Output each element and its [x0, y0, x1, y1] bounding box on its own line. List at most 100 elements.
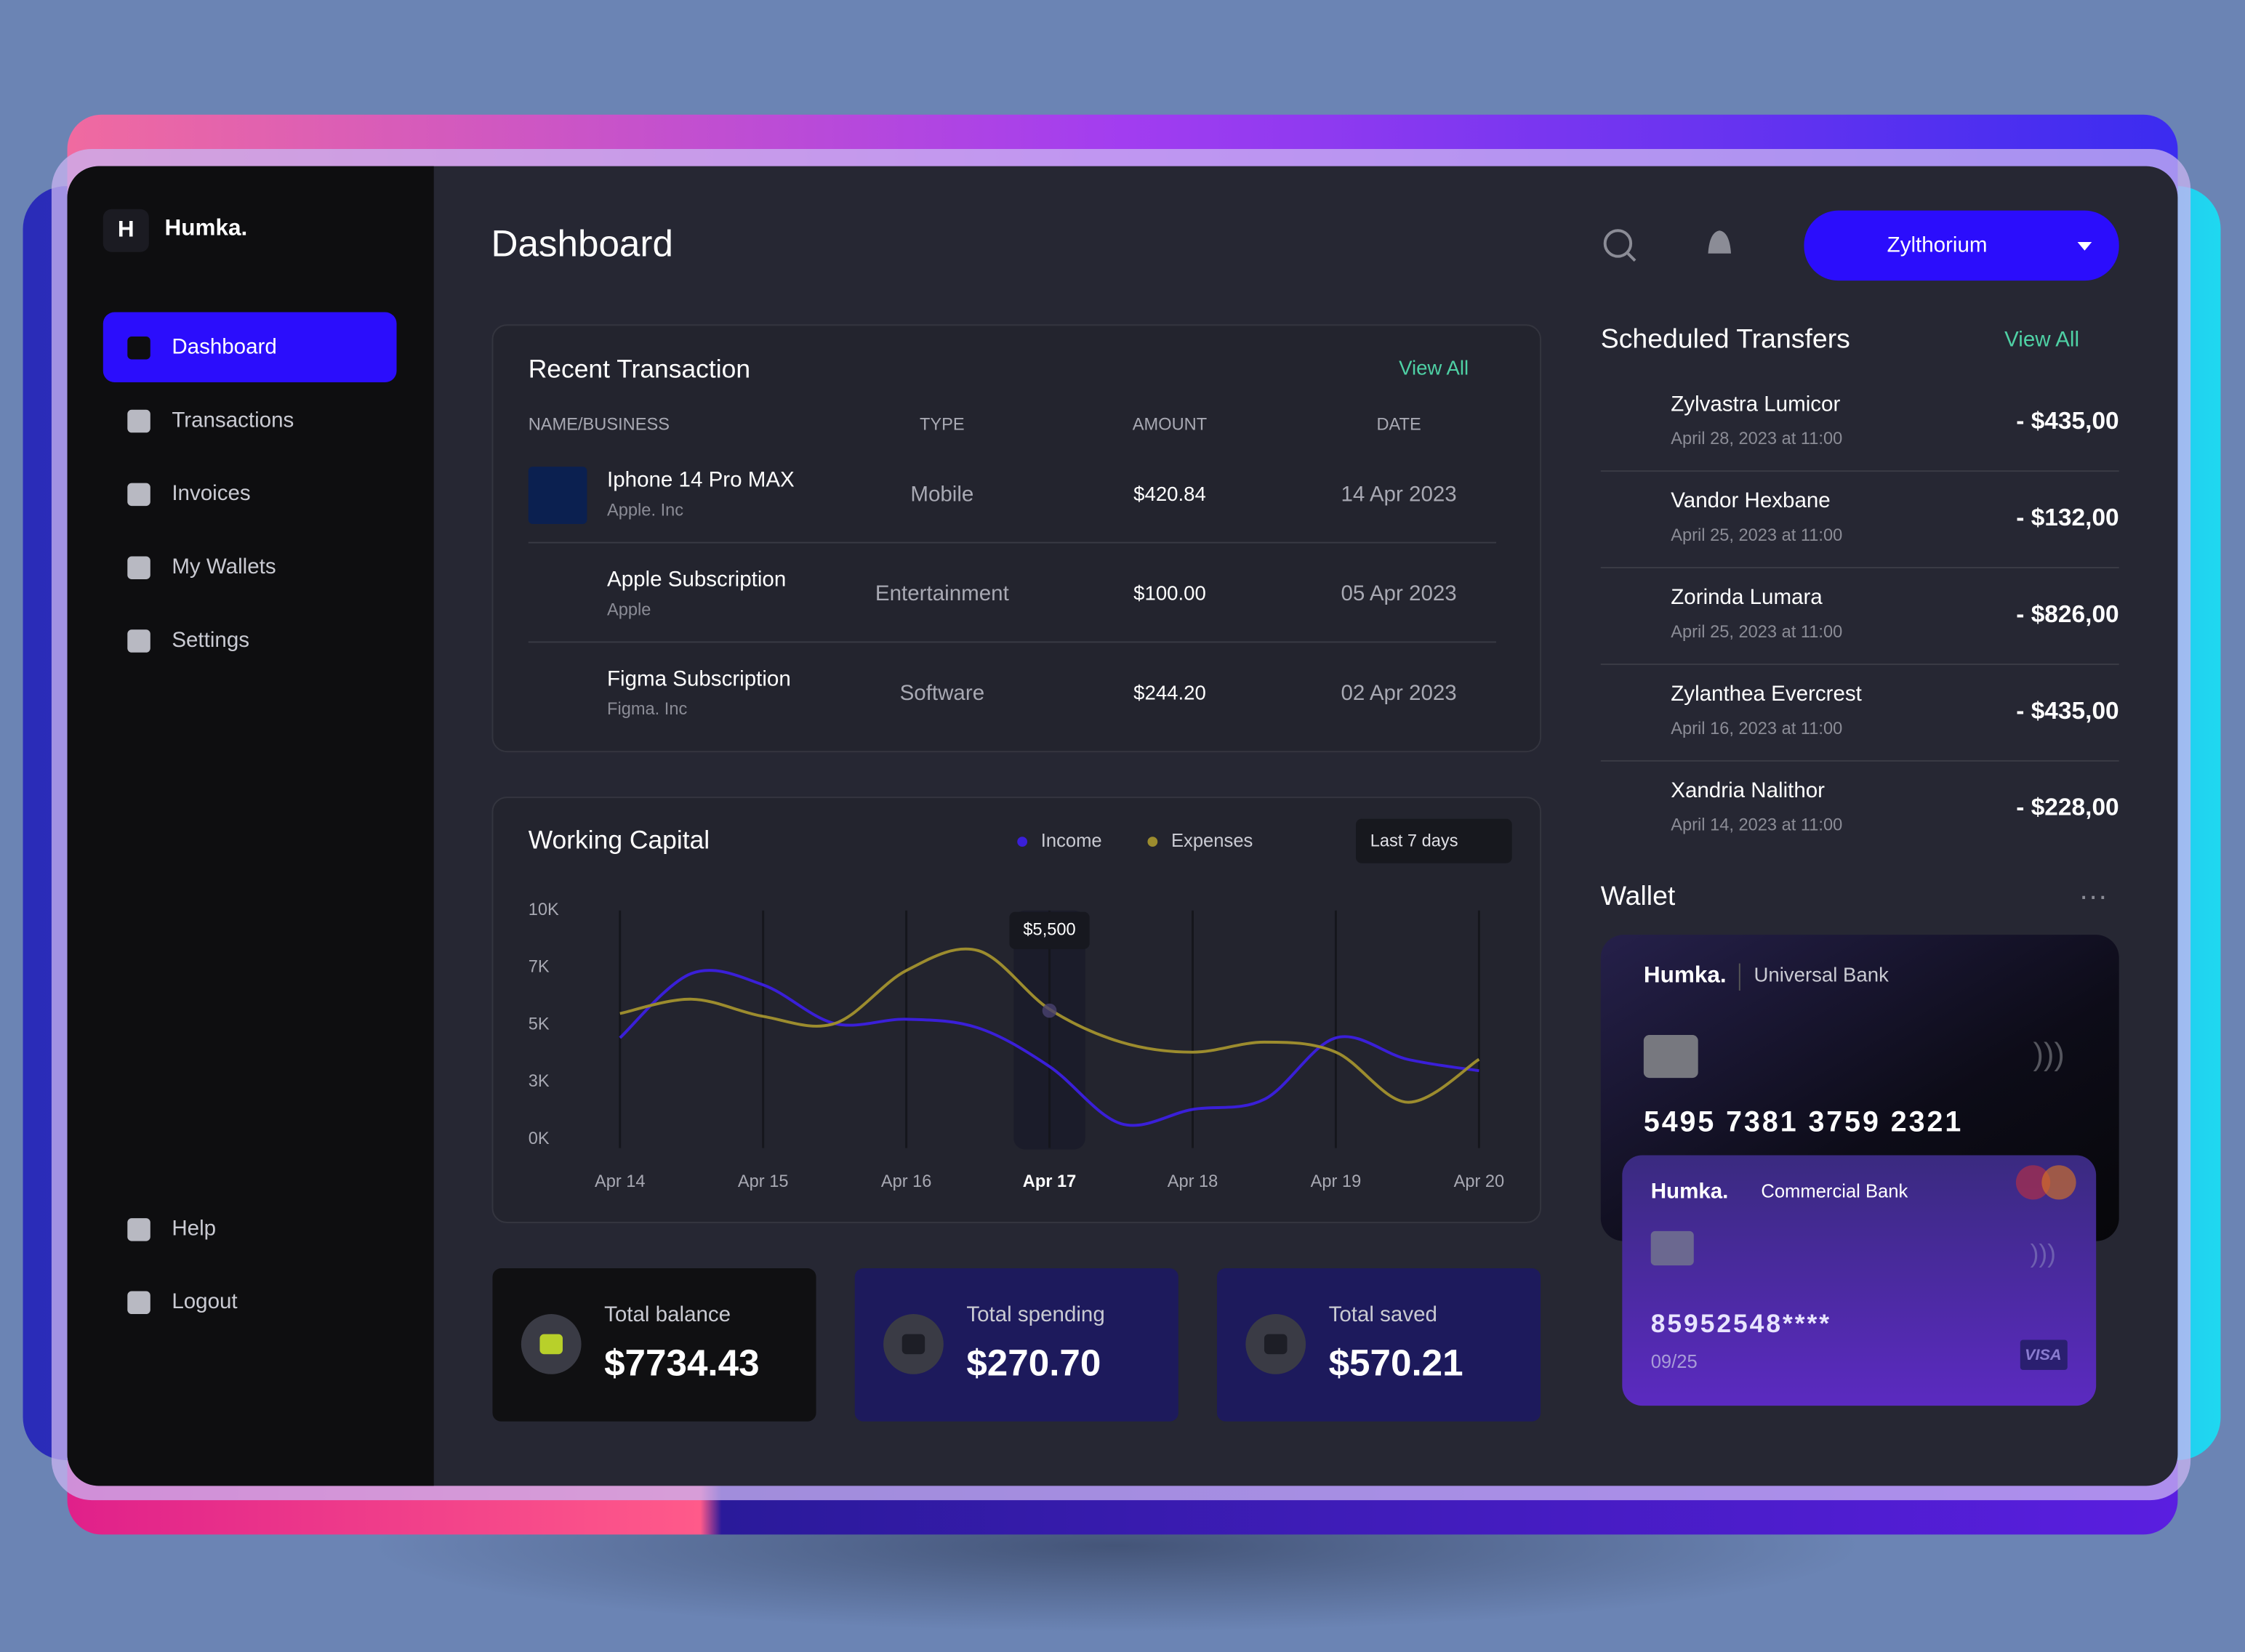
transaction-type: Software	[900, 681, 985, 705]
nav-item[interactable]: Dashboard	[172, 335, 276, 359]
sidebar	[67, 166, 434, 1486]
view-all-link[interactable]: View All	[2004, 328, 2079, 352]
nav-icon	[127, 336, 150, 360]
transaction-date: 14 Apr 2023	[1341, 482, 1456, 506]
x-tick-label: Apr 19	[1311, 1172, 1362, 1191]
transaction-amount: $244.20	[1133, 682, 1206, 704]
user-button[interactable]	[1804, 210, 2119, 281]
summary-value: $270.70	[966, 1342, 1101, 1383]
logo-letter: H	[118, 216, 134, 242]
transfer-name: Vandor Hexbane	[1671, 488, 1830, 512]
nav-icon	[127, 483, 150, 507]
transaction-name: Figma Subscription	[607, 666, 791, 690]
card-network: VISA	[2025, 1345, 2062, 1363]
tooltip-box	[1009, 911, 1090, 949]
legend-dot	[1017, 837, 1028, 847]
x-tick-label: Apr 15	[738, 1172, 789, 1191]
contactless-icon: )))	[2031, 1239, 2056, 1268]
y-tick-label: 5K	[529, 1015, 550, 1033]
nav-item[interactable]: Transactions	[172, 408, 294, 432]
column-header: DATE	[1376, 415, 1421, 434]
summary-icon-glyph	[1264, 1334, 1288, 1355]
panel-title: Wallet	[1601, 880, 1676, 911]
visa-badge	[2020, 1339, 2068, 1370]
card-bank: Universal Bank	[1754, 964, 1889, 986]
transfer-date: April 28, 2023 at 11:00	[1671, 430, 1842, 448]
transfer-amount: - $435,00	[2016, 698, 2119, 725]
transfer-name: Zorinda Lumara	[1671, 585, 1823, 609]
summary-label: Total saved	[1329, 1302, 1437, 1326]
transaction-date: 02 Apr 2023	[1341, 681, 1456, 705]
product-thumbnail	[528, 467, 587, 524]
transaction-business: Apple	[607, 600, 651, 619]
nav-item[interactable]: Help	[172, 1217, 216, 1241]
brand-name: Humka.	[164, 214, 247, 241]
nav-icon	[127, 1291, 150, 1315]
legend-dot	[1147, 837, 1158, 847]
content: H Humka. Dashboard Transactions Invoices My W…	[118, 214, 2119, 1422]
transfer-amount: - $228,00	[2016, 794, 2119, 821]
transaction-name: Iphone 14 Pro MAX	[607, 468, 795, 492]
card-logo-right	[2041, 1165, 2076, 1200]
nav-icon	[127, 629, 150, 653]
user-name: Zylthorium	[1887, 233, 1988, 257]
y-tick-label: 10K	[529, 900, 559, 919]
nav-item[interactable]: Logout	[172, 1289, 237, 1313]
transfer-amount: - $132,00	[2016, 504, 2119, 531]
card-bank: Commercial Bank	[1761, 1181, 1908, 1201]
nav-item[interactable]: My Wallets	[172, 555, 276, 579]
transaction-amount: $100.00	[1133, 582, 1206, 605]
chart-title: Working Capital	[529, 826, 710, 855]
summary-card	[854, 1268, 1178, 1422]
more-icon[interactable]: ···	[2079, 879, 2108, 911]
card-brand: Humka.	[1651, 1179, 1729, 1203]
nav-item[interactable]: Invoices	[172, 481, 250, 505]
card-number: 5495 7381 3759 2321	[1644, 1106, 1963, 1138]
transfer-name: Zylvastra Lumicor	[1671, 392, 1840, 416]
period-select[interactable]	[1356, 818, 1512, 863]
summary-value: $570.21	[1329, 1342, 1463, 1383]
summary-card	[1216, 1268, 1541, 1422]
panel-title: Scheduled Transfers	[1601, 323, 1850, 354]
tooltip-label: $5,500	[1023, 920, 1075, 939]
column-header: TYPE	[920, 415, 965, 434]
x-tick-label: Apr 20	[1454, 1172, 1505, 1191]
search-icon-handle	[1626, 252, 1636, 262]
card-logo-left	[2015, 1165, 2051, 1200]
summary-icon-glyph	[539, 1334, 563, 1355]
transfer-date: April 25, 2023 at 11:00	[1671, 623, 1842, 642]
x-tick-label: Apr 16	[881, 1172, 932, 1191]
x-tick-label: Apr 14	[595, 1172, 646, 1191]
x-tick-label: Apr 18	[1168, 1172, 1218, 1191]
nav-item[interactable]: Settings	[172, 628, 249, 652]
y-tick-label: 7K	[529, 958, 550, 977]
nav-active[interactable]	[103, 312, 397, 382]
summary-icon-glyph	[901, 1334, 925, 1355]
search-icon[interactable]	[1603, 229, 1633, 258]
card-commercial[interactable]	[1622, 1155, 2097, 1406]
transfer-date: April 14, 2023 at 11:00	[1671, 816, 1842, 835]
column-header: NAME/BUSINESS	[529, 415, 670, 434]
transaction-type: Mobile	[910, 482, 973, 506]
y-tick-label: 0K	[529, 1129, 550, 1148]
transfer-amount: - $826,00	[2016, 601, 2119, 628]
x-tick-label: Apr 17	[1023, 1172, 1077, 1191]
transaction-type: Entertainment	[875, 581, 1009, 605]
transaction-amount: $420.84	[1133, 483, 1206, 505]
nav-icon	[127, 556, 150, 579]
summary-card	[492, 1268, 816, 1422]
y-tick-label: 3K	[529, 1072, 550, 1091]
view-all-link[interactable]: View All	[1399, 357, 1469, 379]
summary-value: $7734.43	[604, 1342, 760, 1383]
bell-icon[interactable]	[1708, 230, 1731, 254]
tooltip-point	[1042, 1003, 1057, 1018]
card-number: 85952548****	[1651, 1309, 1831, 1338]
transfer-name: Zylanthea Evercrest	[1671, 682, 1862, 706]
contactless-icon: )))	[2033, 1037, 2065, 1072]
transfer-name: Xandria Nalithor	[1671, 778, 1825, 802]
dropdown-caret	[2077, 241, 2092, 251]
transfer-amount: - $435,00	[2016, 408, 2119, 435]
card-expiry: 09/25	[1651, 1352, 1698, 1372]
